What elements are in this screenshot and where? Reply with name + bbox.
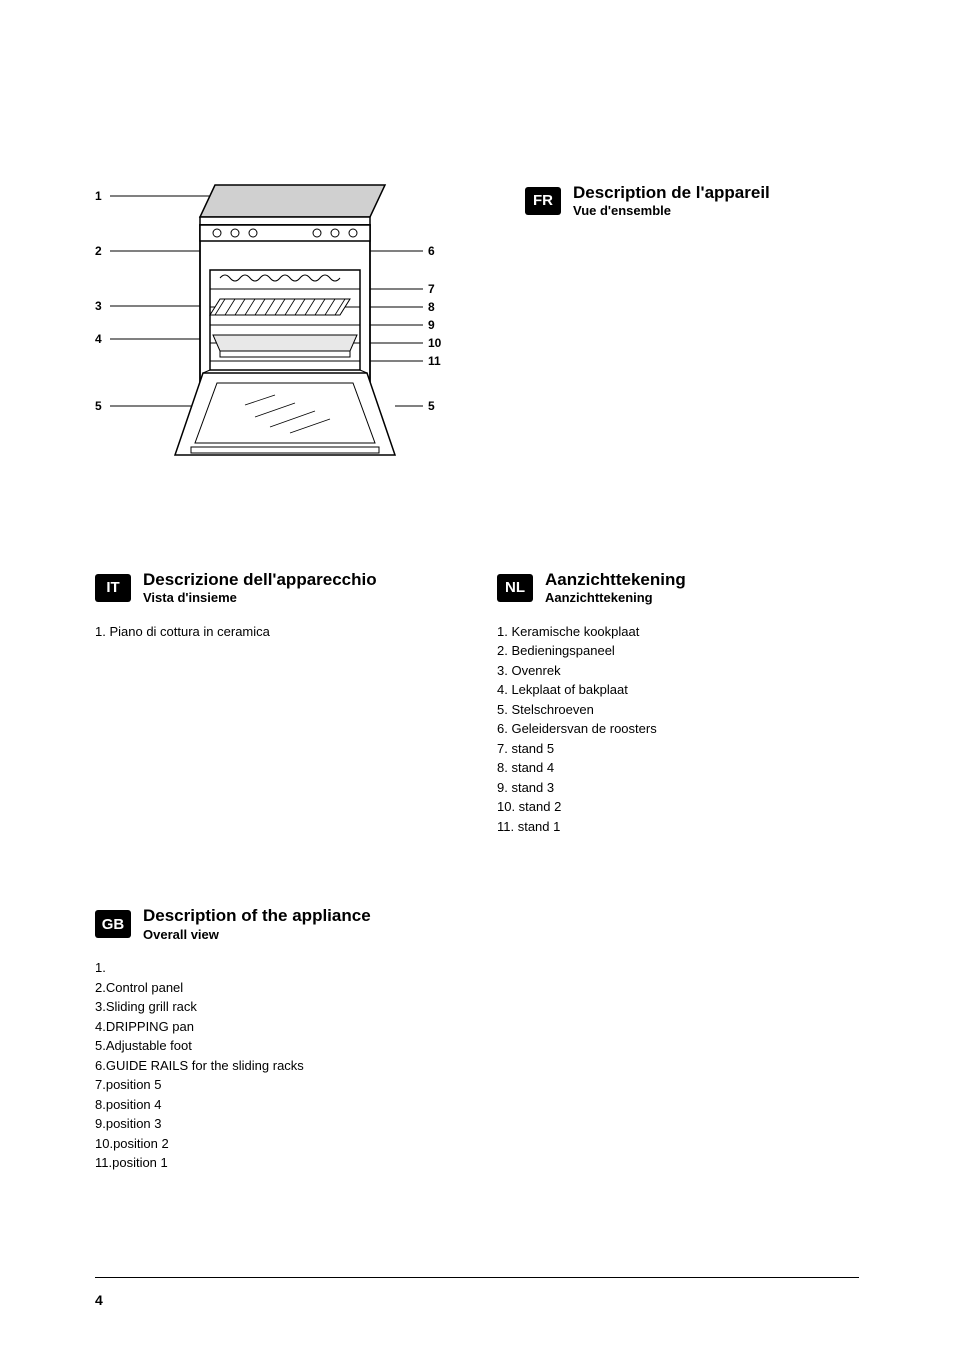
- top-row: 1 2 3 4 5 6 7 8 9 10 11 5: [95, 175, 859, 500]
- fr-badge: FR: [525, 187, 561, 215]
- gb-badge: GB: [95, 910, 131, 938]
- appliance-diagram: 1 2 3 4 5 6 7 8 9 10 11 5: [95, 175, 485, 500]
- gb-section: GB Description of the appliance Overall …: [95, 906, 859, 1172]
- it-title: Descrizione dell'apparecchio: [143, 570, 377, 590]
- list-item: 7.position 5: [95, 1075, 859, 1095]
- list-item: 8.position 4: [95, 1095, 859, 1115]
- it-section: IT Descrizione dell'apparecchio Vista d'…: [95, 570, 457, 836]
- nl-list: 1. Keramische kookplaat 2. Bedieningspan…: [497, 622, 859, 837]
- nl-title: Aanzichttekening: [545, 570, 686, 590]
- list-item: 11. stand 1: [497, 817, 859, 837]
- list-item: 1. Piano di cottura in ceramica: [95, 622, 457, 642]
- it-subtitle: Vista d'insieme: [143, 590, 377, 606]
- it-list: 1. Piano di cottura in ceramica: [95, 622, 457, 642]
- label-5l: 5: [95, 399, 102, 413]
- gb-title: Description of the appliance: [143, 906, 371, 926]
- nl-subtitle: Aanzichttekening: [545, 590, 686, 606]
- page-number: 4: [95, 1292, 103, 1308]
- list-item: 3.Sliding grill rack: [95, 997, 859, 1017]
- list-item: 3. Ovenrek: [497, 661, 859, 681]
- list-item: 7. stand 5: [497, 739, 859, 759]
- label-6: 6: [428, 244, 435, 258]
- footer-divider: [95, 1277, 859, 1278]
- list-item: 5. Stelschroeven: [497, 700, 859, 720]
- label-11: 11: [428, 354, 441, 368]
- page: 1 2 3 4 5 6 7 8 9 10 11 5: [0, 0, 954, 1350]
- list-item: 1. Keramische kookplaat: [497, 622, 859, 642]
- list-item: 9. stand 3: [497, 778, 859, 798]
- list-item: 6. Geleidersvan de roosters: [497, 719, 859, 739]
- list-item: 2.Control panel: [95, 978, 859, 998]
- label-4: 4: [95, 332, 102, 346]
- label-1: 1: [95, 189, 102, 203]
- fr-title: Description de l'appareil: [573, 183, 770, 203]
- label-3: 3: [95, 299, 102, 313]
- label-7: 7: [428, 282, 435, 296]
- oven-drawing: [175, 185, 395, 455]
- list-item: 10. stand 2: [497, 797, 859, 817]
- nl-section: NL Aanzichttekening Aanzichttekening 1. …: [497, 570, 859, 836]
- label-5r: 5: [428, 399, 435, 413]
- label-10: 10: [428, 336, 442, 350]
- list-item: 5.Adjustable foot: [95, 1036, 859, 1056]
- label-8: 8: [428, 300, 435, 314]
- list-item: 1.: [95, 958, 859, 978]
- list-item: 6.GUIDE RAILS for the sliding racks: [95, 1056, 859, 1076]
- list-item: 2. Bedieningspaneel: [497, 641, 859, 661]
- middle-columns: IT Descrizione dell'apparecchio Vista d'…: [95, 570, 859, 836]
- list-item: 4. Lekplaat of bakplaat: [497, 680, 859, 700]
- fr-section: FR Description de l'appareil Vue d'ensem…: [525, 183, 770, 500]
- label-2: 2: [95, 244, 102, 258]
- label-9: 9: [428, 318, 435, 332]
- list-item: 10.position 2: [95, 1134, 859, 1154]
- list-item: 11.position 1: [95, 1153, 859, 1173]
- it-badge: IT: [95, 574, 131, 602]
- fr-subtitle: Vue d'ensemble: [573, 203, 770, 219]
- gb-subtitle: Overall view: [143, 927, 371, 943]
- gb-list: 1. 2.Control panel 3.Sliding grill rack …: [95, 958, 859, 1173]
- list-item: 4.DRIPPING pan: [95, 1017, 859, 1037]
- list-item: 9.position 3: [95, 1114, 859, 1134]
- list-item: 8. stand 4: [497, 758, 859, 778]
- nl-badge: NL: [497, 574, 533, 602]
